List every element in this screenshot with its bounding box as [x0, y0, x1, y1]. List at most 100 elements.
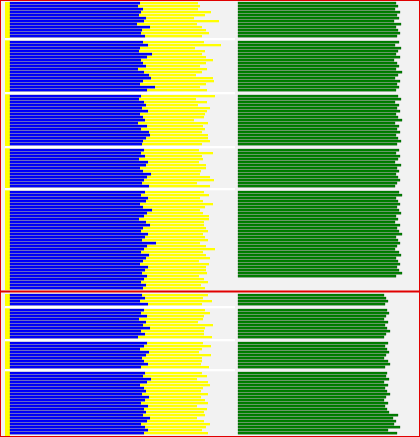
bar-segment [9, 311, 142, 315]
bar-segment [9, 371, 146, 375]
blank-row [5, 188, 235, 191]
bar-segment [9, 407, 145, 411]
bar-segment [9, 416, 151, 420]
bar-segment [9, 64, 147, 68]
bar-segment [9, 166, 141, 170]
bar [237, 299, 389, 303]
bar-segment [9, 410, 147, 414]
bar-segment [9, 365, 142, 369]
bar [237, 371, 388, 375]
bar-segment [9, 226, 144, 230]
bar-segment [9, 97, 140, 101]
bar-segment [142, 182, 197, 185]
bar-segment [139, 318, 203, 321]
bar-segment [151, 173, 200, 176]
bar [237, 232, 403, 236]
bar [237, 220, 396, 224]
bar [237, 124, 400, 128]
bar [237, 136, 399, 140]
bar-segment [148, 429, 202, 432]
bar [237, 311, 390, 315]
bar-segment [9, 341, 148, 345]
bar-segment [146, 164, 206, 167]
bar-segment [150, 26, 202, 29]
bar-segment [147, 315, 204, 318]
bar [237, 419, 397, 423]
blank-row [5, 38, 235, 41]
bar-segment [9, 193, 142, 197]
bar-segment [149, 131, 202, 134]
bar [237, 256, 397, 260]
bar-segment [9, 220, 147, 224]
bar-segment [9, 386, 145, 390]
bar-segment [9, 320, 147, 324]
blank-row [5, 306, 235, 309]
bar-segment [9, 268, 146, 272]
bar [237, 259, 399, 263]
bar-segment [9, 374, 144, 378]
bar-segment [9, 214, 145, 218]
bar [237, 184, 396, 188]
bar [237, 25, 397, 29]
bar-segment [146, 137, 208, 140]
bar-segment [9, 199, 147, 203]
bar-segment [147, 245, 206, 248]
bar [237, 265, 398, 269]
bar [237, 31, 401, 35]
bar [237, 422, 395, 426]
bar-segment [143, 227, 206, 230]
bar-segment [141, 32, 209, 35]
bar-segment [150, 327, 205, 330]
bar-segment [146, 321, 198, 324]
bar-segment [9, 419, 148, 423]
bar [237, 88, 397, 92]
bar-segment [145, 191, 204, 194]
bar-segment [142, 143, 202, 146]
bar [237, 329, 391, 333]
bar-segment [9, 422, 142, 426]
bar [237, 293, 385, 297]
bar [237, 395, 387, 399]
bar-segment [149, 351, 199, 354]
bar-segment [141, 366, 209, 369]
bar-segment [9, 76, 152, 80]
bar [237, 46, 402, 50]
bar [237, 43, 396, 47]
bar [237, 103, 400, 107]
bar [237, 302, 386, 306]
bar-segment [9, 413, 144, 417]
blank-row [5, 146, 235, 149]
bar-segment [9, 329, 142, 333]
bar [237, 172, 397, 176]
bar-segment [143, 414, 205, 417]
blank-row [5, 92, 235, 95]
bar-segment [9, 241, 157, 245]
bar-segment [9, 259, 144, 263]
bar [237, 181, 398, 185]
bar [237, 274, 397, 278]
bar [237, 235, 397, 239]
bar-segment [9, 250, 142, 254]
bar-segment [147, 89, 207, 92]
bar-segment [141, 230, 208, 233]
bar-segment [9, 271, 143, 275]
bar-segment [9, 181, 143, 185]
bar-segment [144, 432, 208, 435]
bar-segment [147, 176, 210, 179]
bar-segment [141, 128, 205, 131]
bar [237, 268, 400, 272]
bar-segment [141, 95, 215, 98]
bar [237, 362, 391, 366]
bar [237, 112, 397, 116]
bar-segment [141, 423, 210, 426]
bar-segment [144, 179, 214, 182]
blank-row [5, 339, 235, 342]
bar-segment [144, 215, 209, 218]
bar-segment [143, 206, 205, 209]
bar-segment [143, 375, 207, 378]
bar [237, 223, 401, 227]
bar [237, 55, 401, 59]
bar-segment [9, 115, 144, 119]
bar [237, 61, 398, 65]
bar [237, 401, 389, 405]
